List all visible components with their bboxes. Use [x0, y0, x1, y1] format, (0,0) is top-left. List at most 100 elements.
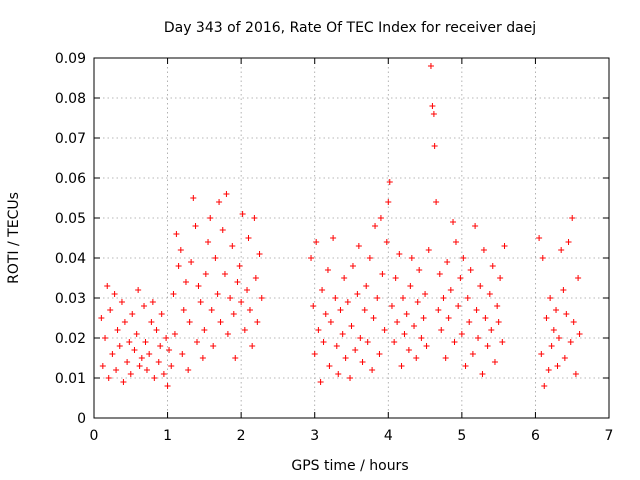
- x-axis-ticks: 0 1 2 3 4 5 6 7: [90, 58, 613, 444]
- data-point: [157, 343, 164, 349]
- data-point: [236, 263, 243, 269]
- y-tick-label: 0: [77, 411, 86, 427]
- data-point: [436, 271, 443, 277]
- data-point: [308, 255, 315, 261]
- data-point: [142, 339, 149, 345]
- data-point: [547, 295, 554, 301]
- data-point: [374, 295, 381, 301]
- data-point: [369, 367, 376, 373]
- data-point: [460, 255, 467, 261]
- data-point: [491, 359, 498, 365]
- data-point: [489, 263, 496, 269]
- data-point: [114, 327, 121, 333]
- plot-frame: [93, 57, 610, 419]
- data-point: [234, 279, 241, 285]
- data-point: [347, 375, 354, 381]
- data-point: [488, 327, 495, 333]
- data-point: [127, 371, 134, 377]
- data-point: [558, 247, 565, 253]
- data-point: [194, 339, 200, 345]
- y-tick-label: 0.03: [55, 291, 86, 307]
- data-point: [315, 327, 322, 333]
- data-point: [201, 327, 208, 333]
- data-point: [420, 315, 427, 321]
- x-tick-label: 3: [310, 428, 319, 444]
- data-point: [205, 239, 212, 245]
- data-point: [563, 311, 570, 317]
- data-point: [197, 299, 204, 305]
- data-point: [435, 307, 442, 313]
- data-point: [427, 63, 434, 69]
- data-point: [332, 295, 339, 301]
- data-point: [458, 331, 465, 337]
- data-point: [451, 339, 458, 345]
- data-point: [572, 371, 579, 377]
- data-point: [464, 295, 471, 301]
- data-point: [124, 359, 131, 365]
- data-point: [450, 219, 457, 225]
- data-point: [385, 199, 392, 205]
- data-point: [548, 343, 555, 349]
- data-point: [444, 259, 451, 265]
- data-point: [392, 275, 399, 281]
- data-point: [386, 179, 393, 185]
- data-point: [185, 367, 192, 373]
- data-point: [166, 347, 173, 353]
- data-point: [401, 331, 408, 337]
- data-point: [120, 379, 127, 385]
- data-point: [442, 355, 449, 361]
- data-point: [357, 335, 364, 341]
- data-point: [129, 311, 136, 317]
- data-point: [239, 211, 246, 217]
- data-point: [217, 319, 224, 325]
- data-point: [254, 319, 261, 325]
- data-point: [190, 195, 197, 201]
- data-point: [238, 299, 245, 305]
- data-point: [107, 307, 114, 313]
- data-point: [320, 339, 327, 345]
- data-point: [252, 275, 259, 281]
- data-point: [494, 303, 501, 309]
- data-point: [136, 363, 143, 369]
- data-point: [327, 319, 334, 325]
- data-point: [411, 323, 418, 329]
- x-tick-label: 5: [457, 428, 466, 444]
- data-point: [105, 375, 112, 381]
- x-tick-label: 4: [384, 428, 393, 444]
- data-point: [377, 215, 384, 221]
- data-point: [171, 331, 178, 337]
- data-point: [567, 339, 574, 345]
- data-point: [212, 255, 219, 261]
- data-point: [479, 371, 486, 377]
- data-point: [133, 331, 140, 337]
- data-point: [541, 383, 548, 389]
- data-point: [467, 267, 474, 273]
- x-tick-label: 6: [531, 428, 540, 444]
- data-point: [344, 299, 351, 305]
- data-point: [126, 339, 133, 345]
- x-tick-label: 1: [163, 428, 172, 444]
- data-point: [352, 347, 359, 353]
- data-point: [388, 303, 395, 309]
- data-point: [173, 231, 180, 237]
- data-point: [348, 323, 355, 329]
- data-point: [258, 295, 265, 301]
- data-point: [149, 299, 156, 305]
- data-point: [430, 111, 437, 117]
- data-point: [381, 327, 388, 333]
- data-point: [111, 291, 118, 297]
- data-point: [168, 363, 175, 369]
- data-point: [370, 315, 377, 321]
- data-point: [317, 379, 324, 385]
- data-point: [229, 243, 236, 249]
- data-point: [495, 319, 502, 325]
- data-point: [354, 291, 361, 297]
- data-point: [379, 271, 386, 277]
- data-point: [400, 295, 406, 301]
- data-point: [223, 191, 230, 197]
- y-tick-label: 0.04: [55, 251, 86, 267]
- data-point: [398, 363, 405, 369]
- data-point: [330, 235, 337, 241]
- y-tick-label: 0.07: [55, 131, 86, 147]
- data-point: [539, 255, 546, 261]
